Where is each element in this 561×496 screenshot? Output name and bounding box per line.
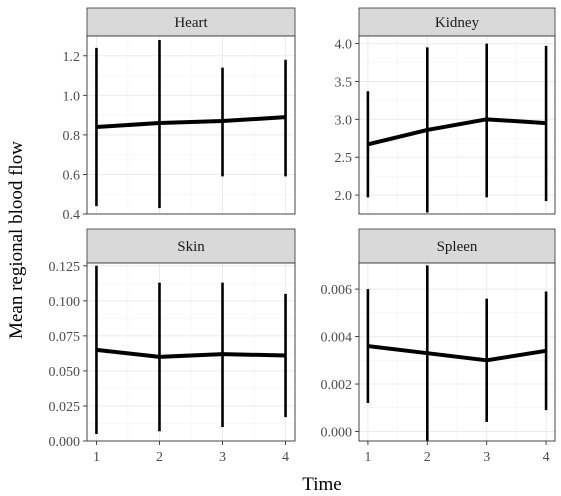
x-axis-title: Time: [302, 474, 341, 495]
x-tick-label: 3: [219, 450, 226, 465]
panel-border: [358, 262, 556, 442]
y-tick-label: 0.000: [321, 426, 353, 441]
y-tick-label: 0.4: [63, 208, 81, 223]
x-tick-label: 1: [93, 450, 100, 465]
strip-label: Kidney: [435, 15, 480, 31]
x-tick-label: 2: [424, 450, 431, 465]
y-tick-label: 0.004: [321, 331, 353, 346]
y-axis-title: Mean regional blood flow: [6, 141, 27, 339]
y-tick-label: 3.0: [335, 113, 353, 128]
y-tick-label: 3.5: [335, 75, 353, 90]
y-tick-label: 0.6: [63, 168, 81, 183]
y-tick-label: 0.025: [49, 400, 81, 415]
y-tick-label: 1.2: [63, 50, 81, 65]
y-tick-label: 0.100: [49, 295, 81, 310]
x-tick-label: 2: [156, 450, 163, 465]
panel-border: [358, 35, 556, 215]
mean-line: [96, 347, 286, 359]
mean-line: [96, 115, 286, 129]
y-tick-label: 0.000: [49, 435, 81, 450]
mean-line: [367, 117, 547, 147]
y-tick-label: 2.5: [335, 151, 353, 166]
y-tick-label: 0.125: [49, 260, 81, 275]
y-tick-label: 0.075: [49, 330, 81, 345]
y-tick-label: 1.0: [63, 89, 81, 104]
x-tick-label: 3: [483, 450, 490, 465]
y-tick-label: 0.006: [321, 283, 353, 298]
x-tick-label: 4: [543, 450, 550, 465]
y-tick-label: 2.0: [335, 189, 353, 204]
panel-spleen: Spleen 0.000 0.002 0.004 0.006 1 2 3 4: [321, 228, 556, 465]
y-tick-label: 0.8: [63, 129, 81, 144]
panel-border: [86, 262, 296, 442]
y-tick-label: 0.002: [321, 378, 353, 393]
panel-border: [86, 35, 296, 215]
panels: Heart 0.4 0.6 0.8 1.0 1.2 Kidney 2.0 2.5 3.0 3.5 4.…: [49, 7, 556, 465]
strip-label: Spleen: [437, 239, 478, 255]
y-tick-label: 4.0: [335, 38, 353, 53]
strip-label: Skin: [177, 239, 205, 255]
y-tick-label: 0.050: [49, 365, 81, 380]
strip-label: Heart: [174, 15, 208, 31]
x-tick-label: 1: [364, 450, 371, 465]
panel-heart: Heart 0.4 0.6 0.8 1.0 1.2: [63, 7, 296, 223]
x-tick-label: 4: [282, 450, 289, 465]
mean-line: [367, 344, 547, 363]
strip-background: [86, 228, 296, 264]
panel-skin: Skin 0.000 0.025 0.050 0.075 0.100 0.125 1 2 3 4: [49, 228, 296, 465]
panel-kidney: Kidney 2.0 2.5 3.0 3.5 4.0: [335, 7, 556, 215]
strip-background: [86, 7, 296, 37]
